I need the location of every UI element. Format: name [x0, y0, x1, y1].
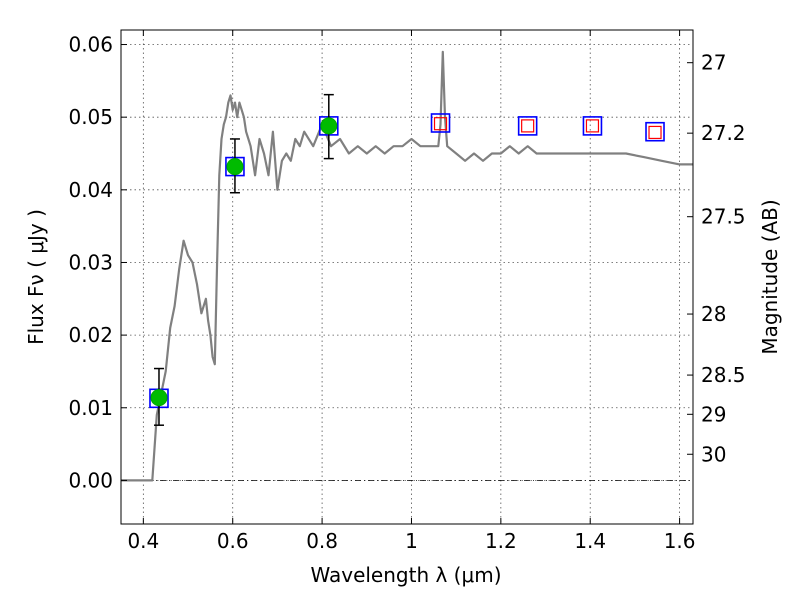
y-tick-label: 0.01: [68, 396, 113, 420]
y-tick-label: 0.02: [68, 323, 113, 347]
observed-flux-point: [150, 389, 168, 407]
right-axis-ticks: 27 27.2 27.5 28 28.5 29 30: [687, 51, 746, 466]
plot-frame: [120, 29, 694, 525]
photometry-points: [149, 93, 665, 426]
right-tick-label: 27: [701, 51, 726, 75]
y-axis-ticks: 0.00 0.01 0.02 0.03 0.04 0.05 0.06: [68, 33, 127, 492]
y-tick-label: 0.04: [68, 178, 113, 202]
y-axis-title: Flux Fν ( μJy ): [24, 209, 48, 345]
x-tick-label: 0.6: [217, 529, 249, 553]
y-tick-label: 0.05: [68, 105, 113, 129]
right-tick-label: 28: [701, 302, 726, 326]
x-axis-ticks: 0.4 0.6 0.8 1 1.2 1.4 1.6: [127, 30, 696, 553]
x-tick-label: 1.2: [485, 529, 517, 553]
right-tick-label: 27.2: [701, 121, 746, 145]
upper-limit-square-marker: [521, 119, 535, 133]
sed-model-curve-group: [121, 50, 693, 482]
sed-model-line: [121, 50, 693, 482]
right-tick-label: 27.5: [701, 205, 746, 229]
y-tick-label: 0.00: [68, 468, 113, 492]
y-tick-label: 0.06: [68, 33, 113, 57]
right-tick-label: 30: [701, 442, 726, 466]
observed-flux-point: [320, 117, 338, 135]
upper-limit-square-marker: [585, 119, 600, 133]
right-tick-label: 28.5: [701, 363, 746, 387]
upper-limit-square-marker: [433, 117, 448, 131]
x-tick-label: 0.8: [306, 529, 338, 553]
upper-limit-square-marker: [648, 125, 662, 140]
y-tick-label: 0.03: [68, 250, 113, 274]
observed-flux-point: [226, 158, 244, 176]
x-axis-title: Wavelength λ (μm): [310, 563, 501, 587]
x-tick-label: 1.4: [574, 529, 606, 553]
x-tick-label: 1: [405, 529, 418, 553]
model-flux-square-marker: [517, 116, 538, 136]
grid-lines: [121, 30, 693, 524]
model-flux-square-marker: [430, 113, 451, 133]
right-axis-title: Magnitude (AB): [758, 199, 782, 354]
x-tick-label: 0.4: [127, 529, 159, 553]
model-flux-square-marker: [645, 121, 665, 142]
x-tick-label: 1.6: [664, 529, 696, 553]
right-tick-label: 29: [701, 402, 726, 426]
model-flux-square-marker: [582, 116, 603, 136]
